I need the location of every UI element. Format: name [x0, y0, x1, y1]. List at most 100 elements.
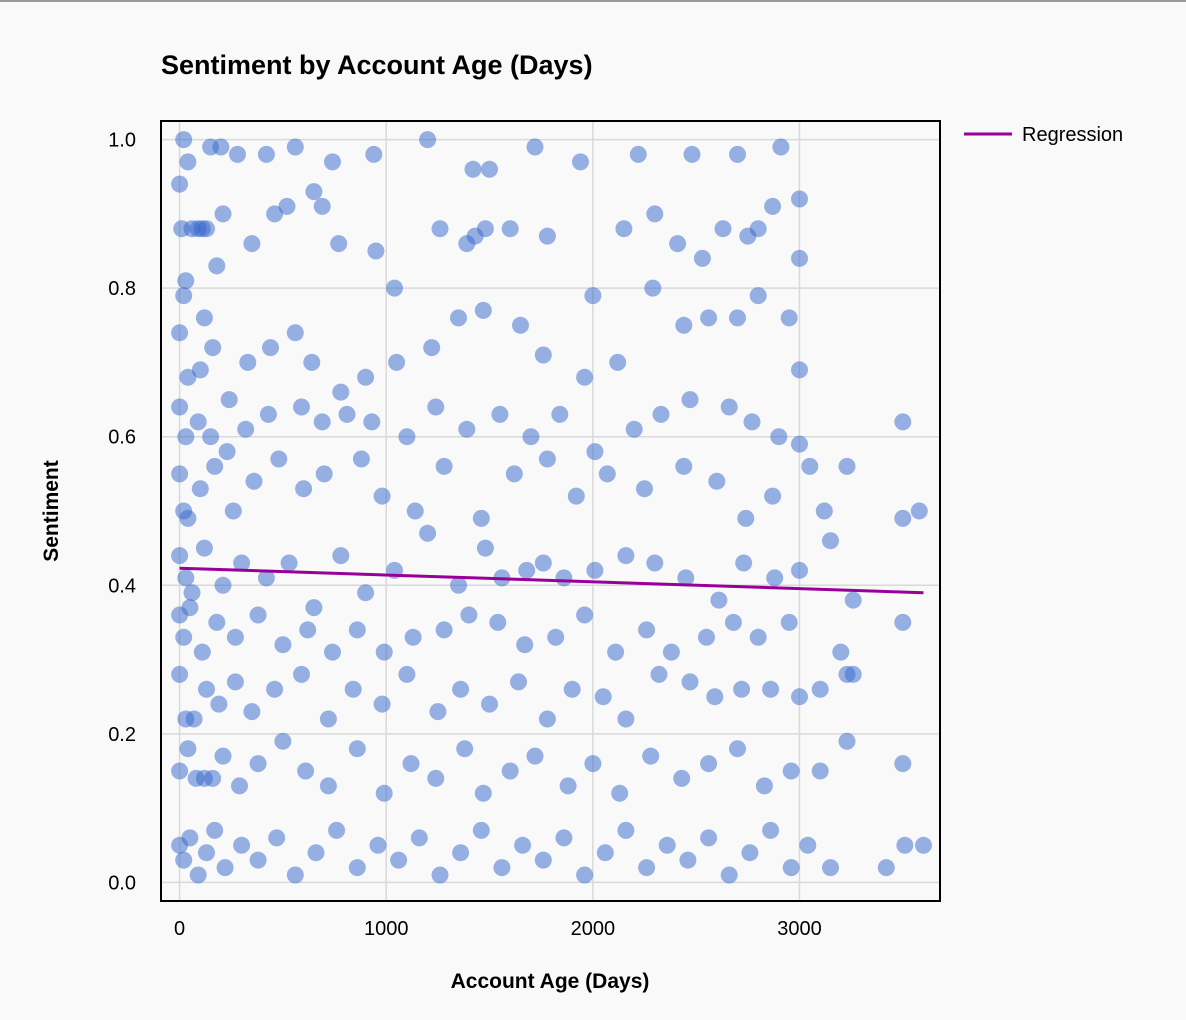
- scatter-point: [427, 398, 445, 416]
- scatter-point: [305, 183, 323, 201]
- chart-title: Sentiment by Account Age (Days): [161, 50, 593, 80]
- scatter-point: [177, 428, 195, 446]
- scatter-point: [526, 747, 544, 765]
- scatter-point: [636, 480, 653, 498]
- scatter-point: [491, 405, 509, 423]
- scatter-point: [764, 197, 782, 215]
- scatter-point: [894, 413, 912, 431]
- scatter-point: [791, 361, 808, 379]
- scatter-point: [501, 762, 519, 780]
- y-tick-label: 0.0: [108, 872, 136, 894]
- scatter-point: [652, 405, 670, 423]
- scatter-point: [720, 398, 738, 416]
- scatter-point: [179, 368, 197, 386]
- scatter-point: [683, 145, 701, 163]
- scatter-point: [896, 836, 914, 854]
- scatter-point: [226, 673, 244, 691]
- scatter-point: [615, 220, 633, 238]
- scatter-point: [791, 561, 808, 579]
- scatter-point: [576, 866, 594, 884]
- scatter-point: [749, 220, 767, 238]
- scatter-point: [576, 606, 594, 624]
- scatter-point: [815, 502, 833, 520]
- scatter-point: [642, 747, 660, 765]
- scatter-point: [538, 450, 556, 468]
- scatter-point: [198, 680, 215, 698]
- scatter-point: [375, 784, 393, 802]
- scatter-point: [171, 762, 189, 780]
- scatter-point: [675, 457, 693, 475]
- scatter-point: [332, 547, 350, 565]
- scatter-point: [894, 613, 912, 631]
- scatter-point: [450, 576, 467, 594]
- scatter-point: [772, 138, 790, 156]
- scatter-point: [534, 346, 552, 364]
- scatter-point: [286, 324, 304, 342]
- scatter-point: [286, 866, 304, 884]
- scatter-point: [832, 643, 850, 661]
- scatter-point: [286, 138, 304, 156]
- scatter-point: [363, 413, 381, 431]
- y-tick-label: 0.6: [108, 427, 136, 449]
- scatter-point: [344, 680, 362, 698]
- scatter-point: [650, 665, 668, 683]
- scatter-point: [644, 279, 662, 297]
- scatter-point: [435, 457, 453, 475]
- scatter-point: [563, 680, 581, 698]
- scatter-point: [239, 353, 257, 371]
- scatter-point: [638, 621, 656, 639]
- scatter-point: [419, 131, 437, 149]
- scatter-point: [202, 428, 220, 446]
- scatter-point: [700, 309, 718, 327]
- scatter-point: [220, 391, 238, 409]
- scatter-point: [332, 383, 350, 401]
- scatter-point: [388, 353, 406, 371]
- y-axis-ticks: 0.0 0.2 0.4 0.6 0.8 1.0: [108, 130, 136, 895]
- scatter-point: [877, 859, 895, 877]
- scatter-point: [375, 643, 393, 661]
- scatter-point: [555, 829, 573, 847]
- scatter-point: [348, 740, 366, 758]
- scatter-point: [501, 220, 519, 238]
- scatter-point: [516, 636, 534, 654]
- scatter-point: [198, 220, 215, 238]
- scatter-point: [231, 777, 248, 795]
- scatter-point: [481, 695, 498, 713]
- scatter-point: [822, 859, 839, 877]
- scatter-point: [464, 160, 482, 178]
- scatter-point: [791, 435, 808, 453]
- scatter-point: [894, 509, 912, 527]
- regression-line: [179, 566, 924, 595]
- scatter-point: [735, 554, 753, 572]
- scatter-point: [280, 554, 298, 572]
- scatter-point: [175, 628, 193, 646]
- scatter-point: [268, 829, 286, 847]
- scatter-point: [435, 621, 453, 639]
- scatter-point: [278, 197, 296, 215]
- y-tick-label: 0.8: [108, 278, 136, 300]
- scatter-point: [226, 628, 244, 646]
- regression-line-group: [179, 566, 924, 595]
- scatter-point: [512, 316, 529, 334]
- scatter-point: [764, 487, 782, 505]
- scatter-point: [534, 851, 552, 869]
- scatter-point: [212, 138, 230, 156]
- scatter-point: [171, 465, 189, 483]
- scatter-point: [743, 413, 761, 431]
- scatter-point: [679, 851, 697, 869]
- scatter-point: [598, 465, 616, 483]
- scatter-point: [193, 643, 211, 661]
- scatter-point: [233, 836, 251, 854]
- scatter-point: [559, 777, 577, 795]
- scatter-point: [611, 784, 629, 802]
- scatter-point: [243, 703, 261, 721]
- scatter-point: [625, 420, 643, 438]
- scatter-point: [404, 628, 422, 646]
- scatter-point: [297, 762, 315, 780]
- scatter-point: [729, 309, 746, 327]
- scatter-point: [700, 829, 718, 847]
- scatter-point: [328, 821, 346, 839]
- scatter-point: [538, 710, 556, 728]
- scatter-point: [811, 680, 829, 698]
- scatter-point: [303, 353, 321, 371]
